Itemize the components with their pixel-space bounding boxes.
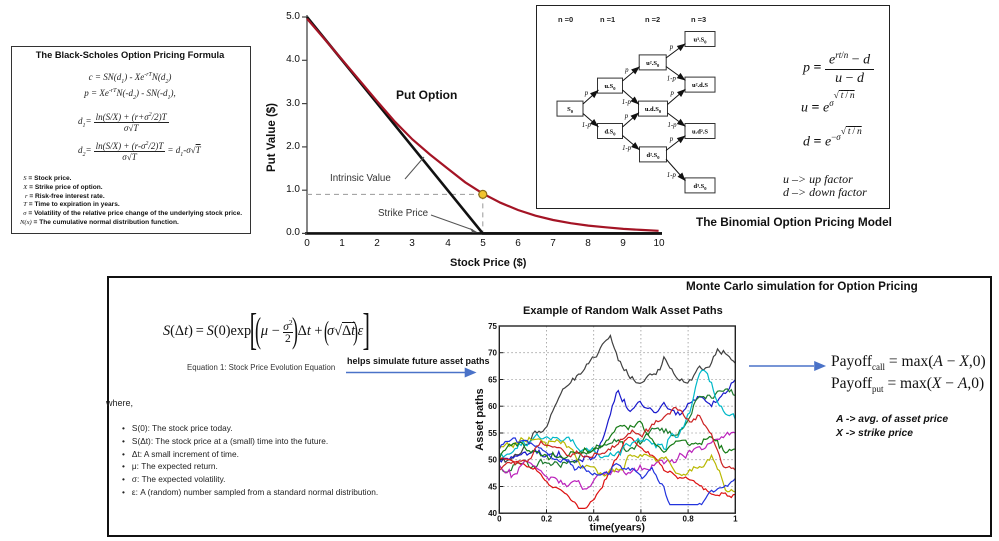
- svg-text:u.S0: u.S0: [604, 83, 616, 91]
- svg-text:u².d.S: u².d.S: [692, 82, 708, 89]
- svg-text:1-p: 1-p: [668, 122, 678, 129]
- svg-text:70: 70: [488, 349, 497, 358]
- svg-text:time(years): time(years): [590, 523, 645, 534]
- svg-text:55: 55: [488, 429, 497, 438]
- svg-text:u².S0: u².S0: [646, 60, 660, 68]
- svg-text:d.S0: d.S0: [604, 129, 616, 137]
- svg-text:60: 60: [488, 402, 497, 411]
- svg-text:p: p: [624, 67, 629, 74]
- svg-text:Asset paths: Asset paths: [474, 388, 486, 450]
- svg-text:50: 50: [488, 456, 497, 465]
- svg-text:p: p: [669, 44, 674, 51]
- svg-text:65: 65: [488, 375, 497, 384]
- svg-text:0.4: 0.4: [588, 515, 600, 524]
- svg-text:1-p: 1-p: [667, 172, 677, 179]
- svg-text:p: p: [669, 136, 674, 143]
- svg-text:1-p: 1-p: [667, 76, 677, 83]
- svg-text:d².S0: d².S0: [646, 152, 660, 160]
- svg-text:0.8: 0.8: [683, 515, 695, 524]
- svg-text:1-p: 1-p: [622, 99, 632, 106]
- svg-text:u.d.S0: u.d.S0: [645, 106, 662, 114]
- svg-text:1-p: 1-p: [582, 122, 592, 129]
- svg-text:45: 45: [488, 482, 497, 491]
- svg-text:1-p: 1-p: [622, 145, 632, 152]
- svg-text:40: 40: [488, 509, 497, 518]
- svg-text:0.2: 0.2: [541, 515, 553, 524]
- svg-text:p: p: [670, 90, 675, 97]
- svg-text:p: p: [584, 90, 589, 97]
- svg-text:u³.S0: u³.S0: [693, 37, 707, 45]
- svg-text:d³.S0: d³.S0: [693, 183, 707, 191]
- svg-text:0: 0: [497, 515, 502, 524]
- svg-text:75: 75: [488, 322, 497, 331]
- svg-text:S0: S0: [567, 106, 574, 114]
- svg-text:p: p: [624, 113, 629, 120]
- svg-text:0.6: 0.6: [635, 515, 647, 524]
- svg-text:1: 1: [733, 515, 738, 524]
- svg-text:u.d².S: u.d².S: [692, 129, 708, 136]
